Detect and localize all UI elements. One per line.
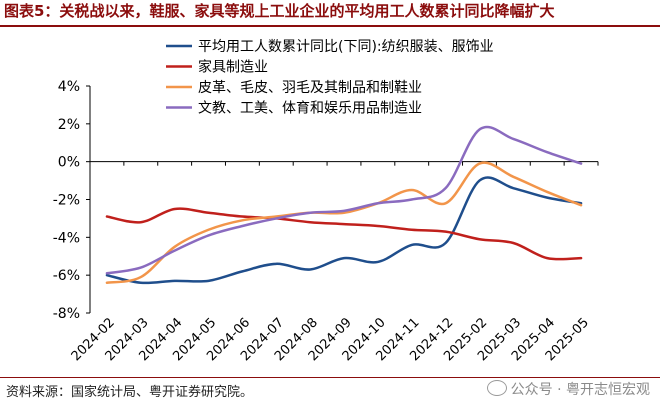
series-line-1 — [105, 207, 583, 261]
watermark-text: 公众号 · 粤开志恒宏观 — [510, 382, 650, 398]
legend-label-2: 皮革、毛皮、羽毛及其制品和制鞋业 — [198, 80, 422, 96]
y-tick-label: -8% — [53, 306, 80, 322]
legend-label-1: 家具制造业 — [198, 59, 268, 76]
watermark: 公众号 · 粤开志恒宏观 — [486, 379, 650, 399]
y-tick-label: 2% — [58, 117, 80, 133]
legend-label-3: 文教、工美、体育和娱乐用品制造业 — [198, 101, 422, 117]
y-tick-label: 0% — [58, 155, 80, 171]
y-tick-label: 4% — [58, 79, 80, 95]
legend: 平均用工人数累计同比(下同):纺织服装、服饰业家具制造业皮革、毛皮、羽毛及其制品… — [166, 39, 494, 117]
series-line-3 — [105, 125, 583, 275]
wechat-icon — [486, 380, 507, 396]
y-tick-label: -2% — [53, 193, 80, 209]
footer-divider — [0, 377, 660, 378]
line-chart: 4%2%0%-2%-4%-6%-8%2024-022024-032024-042… — [53, 39, 599, 364]
series-lines — [105, 125, 583, 285]
source-note: 资料来源：国家统计局、粤开证券研究院。 — [6, 385, 254, 400]
title-divider — [0, 25, 660, 27]
y-tick-label: -4% — [53, 230, 80, 246]
legend-label-0: 平均用工人数累计同比(下同):纺织服装、服饰业 — [198, 39, 494, 55]
chart-title: 图表5：关税战以来，鞋服、家具等规上工业企业的平均用工人数累计同比降幅扩大 — [4, 2, 555, 20]
y-tick-label: -6% — [53, 268, 80, 284]
series-line-2 — [105, 161, 583, 284]
series-line-0 — [105, 176, 583, 285]
